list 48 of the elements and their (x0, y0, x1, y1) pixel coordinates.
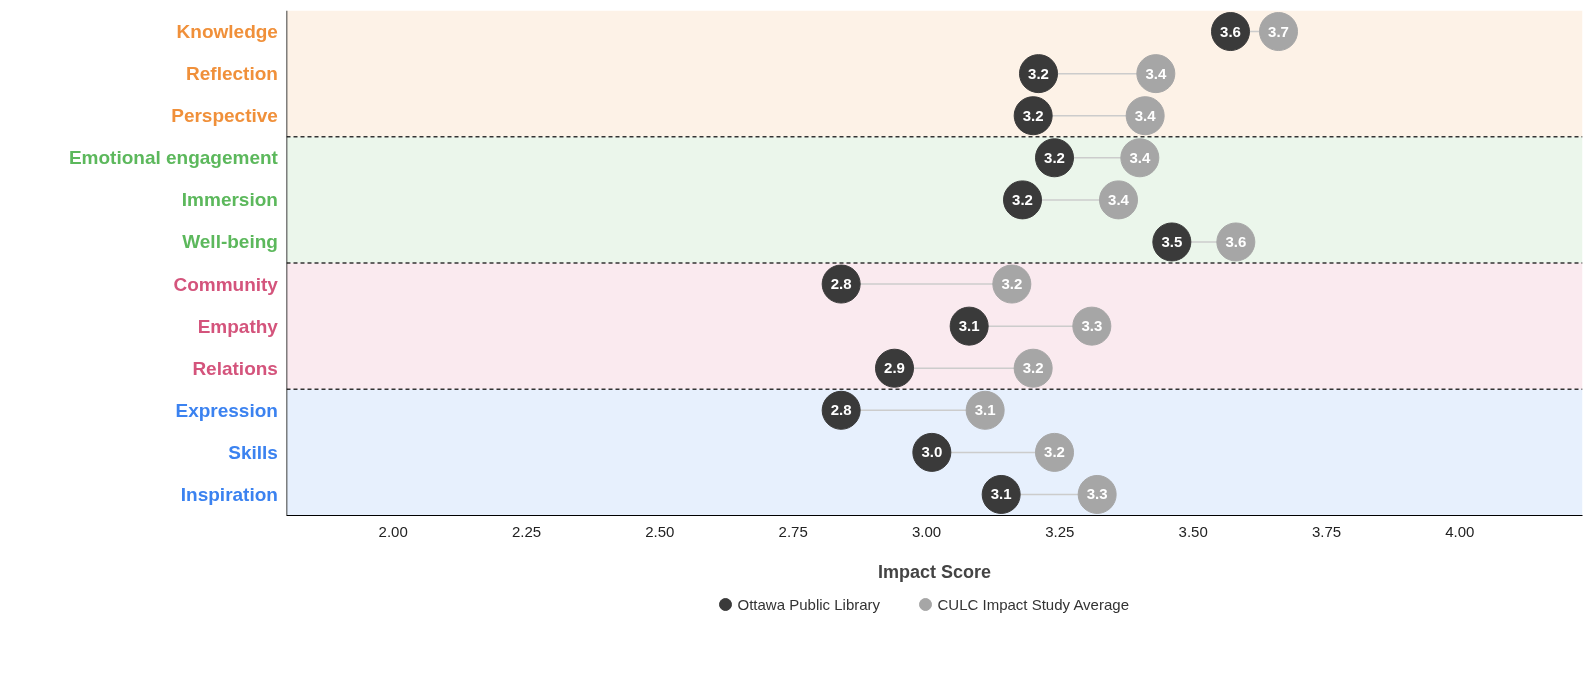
data-label: 2.8 (830, 275, 852, 293)
data-label: 3.1 (974, 401, 996, 419)
y-tick-label: Skills (228, 441, 278, 463)
y-tick-label: Community (173, 273, 279, 295)
x-tick-label: 4.00 (1445, 522, 1475, 540)
data-label: 3.4 (1145, 64, 1167, 82)
y-tick-label: Inspiration (180, 483, 278, 505)
data-label: 3.2 (1044, 443, 1065, 461)
x-tick-label: 3.00 (911, 522, 942, 540)
data-label: 3.2 (1022, 106, 1044, 124)
data-label: 2.8 (830, 401, 852, 419)
y-tick-label: Relations (192, 357, 278, 379)
x-tick-label: 2.75 (778, 522, 808, 540)
y-tick-label: Knowledge (176, 21, 278, 43)
x-tick-label: 2.25 (511, 522, 542, 540)
x-tick-label: 3.50 (1178, 522, 1208, 540)
y-tick-label: Expression (175, 399, 278, 421)
data-label: 3.6 (1220, 22, 1241, 40)
y-tick-label: Empathy (197, 315, 279, 337)
data-label: 3.7 (1268, 22, 1289, 40)
y-tick-label: Perspective (171, 105, 278, 127)
data-label: 3.2 (1012, 190, 1033, 208)
data-label: 3.0 (921, 443, 943, 461)
data-label: 3.5 (1161, 232, 1183, 250)
y-tick-label: Reflection (186, 63, 278, 85)
x-tick-label: 3.25 (1045, 522, 1075, 540)
data-label: 3.3 (1086, 485, 1108, 503)
data-label: 3.4 (1134, 106, 1157, 124)
data-label: 3.3 (1081, 317, 1103, 335)
data-label: 3.2 (1044, 148, 1065, 166)
data-label: 3.2 (1001, 275, 1023, 293)
data-label: 3.4 (1129, 148, 1151, 166)
data-label: 3.1 (958, 317, 980, 335)
data-label: 3.6 (1225, 232, 1247, 250)
data-label: 3.2 (1022, 359, 1044, 377)
y-tick-label: Immersion (181, 189, 278, 211)
x-tick-label: 2.50 (645, 522, 675, 540)
y-tick-label: Emotional engagement (68, 147, 279, 169)
data-label: 2.9 (884, 359, 905, 377)
x-axis-title: Impact Score (877, 561, 992, 582)
legend-label: Ottawa Public Library (737, 596, 881, 613)
legend-label: CULC Impact Study Average (937, 596, 1129, 613)
x-tick-label: 3.75 (1311, 522, 1342, 540)
data-label: 3.1 (990, 485, 1012, 503)
data-label: 3.2 (1028, 64, 1049, 82)
data-label: 3.4 (1108, 190, 1130, 208)
x-tick-label: 2.00 (378, 522, 408, 540)
y-tick-label: Well-being (182, 231, 278, 253)
